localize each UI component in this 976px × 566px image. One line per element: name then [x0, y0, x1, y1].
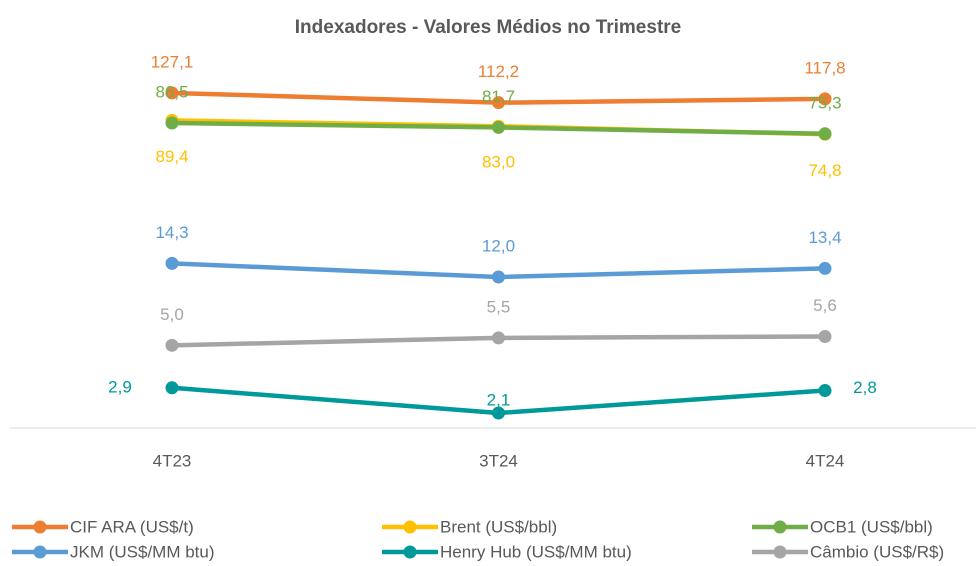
data-point [165, 256, 179, 270]
data-label: 2,9 [108, 377, 132, 396]
data-label: 13,4 [808, 228, 841, 247]
data-label: 5,5 [487, 297, 511, 316]
x-tick-label: 3T24 [479, 451, 518, 470]
data-point [165, 338, 179, 352]
data-label: 5,0 [160, 305, 184, 324]
data-label: 5,6 [813, 296, 837, 315]
legend-label: CIF ARA (US$/t) [70, 517, 194, 536]
legend-marker [403, 545, 417, 559]
data-label: 86,5 [155, 82, 188, 101]
data-label: 127,1 [151, 52, 194, 71]
x-tick-label: 4T24 [806, 451, 845, 470]
data-point [165, 381, 179, 395]
data-point [818, 127, 832, 141]
data-point [492, 406, 505, 420]
data-label: 12,0 [482, 237, 515, 256]
data-label: 74,8 [808, 161, 841, 180]
legend-marker [773, 545, 787, 559]
legend-label: OCB1 (US$/bbl) [810, 517, 933, 536]
data-point [165, 116, 179, 130]
legend-label: JKM (US$/MM btu) [70, 542, 215, 561]
data-label: 75,3 [808, 93, 841, 112]
data-label: 89,4 [155, 147, 188, 166]
data-label: 83,0 [482, 153, 515, 172]
legend-label: Câmbio (US$/R$) [810, 542, 944, 561]
data-point [818, 261, 832, 275]
data-label: 117,8 [804, 58, 845, 77]
data-point [165, 86, 179, 100]
data-label: 14,3 [155, 223, 188, 242]
data-point [818, 384, 832, 398]
legend-marker [33, 520, 47, 534]
x-tick-label: 4T23 [153, 451, 192, 470]
legend-marker [403, 520, 417, 534]
data-point [818, 329, 832, 343]
data-label: 2,8 [853, 378, 877, 397]
data-label: 2,1 [487, 390, 511, 409]
data-label: 112,2 [478, 62, 519, 81]
data-point [492, 270, 505, 284]
legend-marker [773, 520, 787, 534]
data-point [818, 92, 832, 106]
data-point [492, 96, 505, 110]
data-point [492, 120, 505, 134]
chart-title: Indexadores - Valores Médios no Trimestr… [295, 17, 681, 38]
legend-marker [33, 545, 47, 559]
data-point [492, 331, 505, 345]
legend-label: Henry Hub (US$/MM btu) [440, 542, 632, 561]
data-label: 81,7 [482, 87, 515, 106]
legend-label: Brent (US$/bbl) [440, 517, 557, 536]
